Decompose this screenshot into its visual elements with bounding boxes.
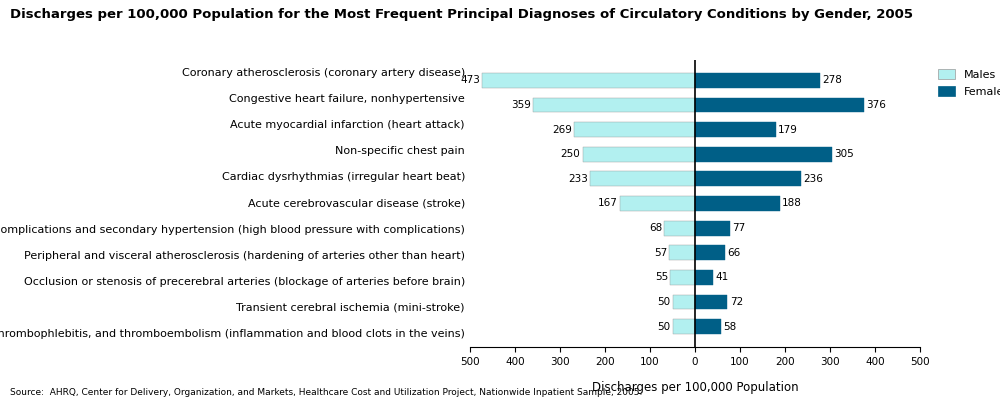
Text: Discharges per 100,000 Population for the Most Frequent Principal Diagnoses of C: Discharges per 100,000 Population for th… xyxy=(10,8,913,21)
Bar xyxy=(695,73,820,88)
Bar xyxy=(590,172,695,186)
Text: Phlebitis, thrombophlebitis, and thromboembolism (inflammation and blood clots i: Phlebitis, thrombophlebitis, and thrombo… xyxy=(0,329,465,339)
Text: Congestive heart failure, nonhypertensive: Congestive heart failure, nonhypertensiv… xyxy=(229,94,465,104)
Text: 50: 50 xyxy=(657,322,670,332)
Text: Acute cerebrovascular disease (stroke): Acute cerebrovascular disease (stroke) xyxy=(248,198,465,209)
Bar xyxy=(695,172,801,186)
Bar xyxy=(695,270,713,285)
Bar xyxy=(672,294,695,310)
Bar xyxy=(620,196,695,211)
Text: 250: 250 xyxy=(560,149,580,159)
Text: 58: 58 xyxy=(723,322,737,332)
Text: 50: 50 xyxy=(657,297,670,307)
Text: 473: 473 xyxy=(460,75,480,85)
Text: 167: 167 xyxy=(598,198,618,209)
Bar xyxy=(695,122,776,137)
Text: 72: 72 xyxy=(730,297,743,307)
Bar xyxy=(672,319,695,334)
Bar xyxy=(695,147,832,162)
Text: 236: 236 xyxy=(803,174,823,184)
Bar xyxy=(533,97,695,113)
Text: Occlusion or stenosis of precerebral arteries (blockage of arteries before brain: Occlusion or stenosis of precerebral art… xyxy=(24,277,465,287)
Bar xyxy=(664,221,695,235)
Bar xyxy=(582,147,695,162)
Text: 305: 305 xyxy=(834,149,854,159)
Text: 278: 278 xyxy=(822,75,842,85)
Bar xyxy=(695,97,864,113)
Text: Non-specific chest pain: Non-specific chest pain xyxy=(335,146,465,156)
Text: Peripheral and visceral atherosclerosis (hardening of arteries other than heart): Peripheral and visceral atherosclerosis … xyxy=(24,251,465,261)
Bar xyxy=(695,294,727,310)
Text: 359: 359 xyxy=(511,100,531,110)
Text: Source:  AHRQ, Center for Delivery, Organization, and Markets, Healthcare Cost a: Source: AHRQ, Center for Delivery, Organ… xyxy=(10,388,642,397)
Bar xyxy=(695,245,725,260)
Bar xyxy=(695,319,721,334)
Text: 57: 57 xyxy=(654,248,667,258)
Text: Acute myocardial infarction (heart attack): Acute myocardial infarction (heart attac… xyxy=(230,120,465,130)
Text: 188: 188 xyxy=(782,198,802,209)
Bar xyxy=(695,196,780,211)
Bar xyxy=(669,245,695,260)
Text: Transient cerebral ischemia (mini-stroke): Transient cerebral ischemia (mini-stroke… xyxy=(236,303,465,313)
Text: 55: 55 xyxy=(655,273,668,282)
Text: 233: 233 xyxy=(568,174,588,184)
Text: 376: 376 xyxy=(866,100,886,110)
Text: Coronary atherosclerosis (coronary artery disease): Coronary atherosclerosis (coronary arter… xyxy=(182,68,465,78)
Text: 179: 179 xyxy=(778,124,798,134)
Text: 77: 77 xyxy=(732,223,745,233)
X-axis label: Discharges per 100,000 Population: Discharges per 100,000 Population xyxy=(592,381,798,394)
Legend: Males, Females: Males, Females xyxy=(935,65,1000,100)
Text: 41: 41 xyxy=(716,273,729,282)
Bar xyxy=(482,73,695,88)
Text: 68: 68 xyxy=(649,223,662,233)
Bar xyxy=(574,122,695,137)
Text: Hypertension with complications and secondary hypertension (high blood pressure : Hypertension with complications and seco… xyxy=(0,225,465,235)
Text: 66: 66 xyxy=(727,248,740,258)
Text: 269: 269 xyxy=(552,124,572,134)
Bar xyxy=(695,221,730,235)
Bar xyxy=(670,270,695,285)
Text: Cardiac dysrhythmias (irregular heart beat): Cardiac dysrhythmias (irregular heart be… xyxy=(222,172,465,182)
